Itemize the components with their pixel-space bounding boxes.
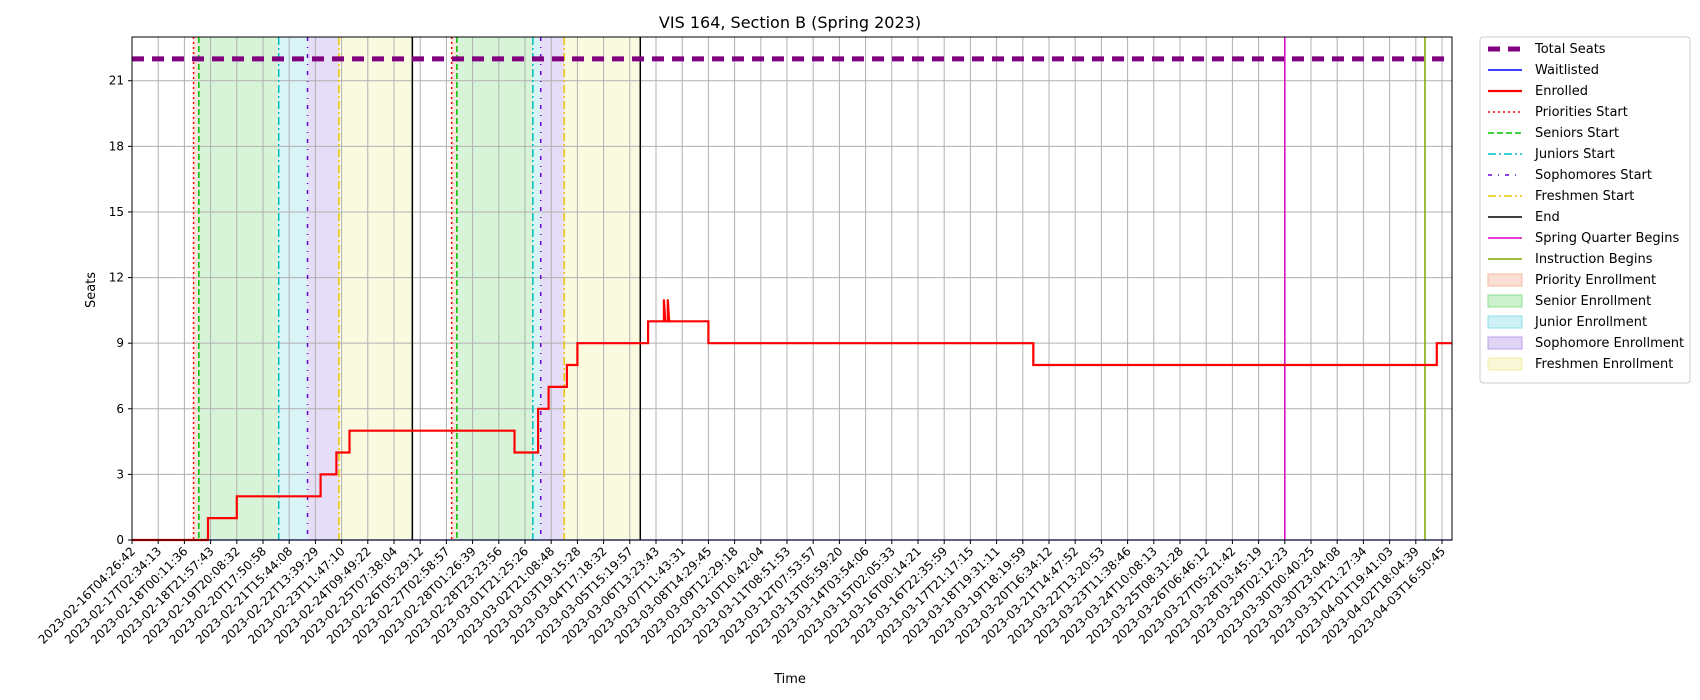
legend-label: Priorities Start xyxy=(1535,105,1628,120)
y-tick-label: 6 xyxy=(116,402,124,416)
legend-label: End xyxy=(1535,210,1560,225)
legend-label: Sophomore Enrollment xyxy=(1535,336,1684,351)
legend-label: Sophomores Start xyxy=(1535,168,1652,183)
legend: Total Seats Waitlisted Enrolled Priorities … xyxy=(1479,36,1691,384)
y-tick-label: 9 xyxy=(116,336,124,350)
axes-frame xyxy=(131,36,1453,541)
legend-label: Priority Enrollment xyxy=(1535,273,1656,288)
sophomore-enrollment-region xyxy=(307,37,339,540)
freshmen-enrollment-region xyxy=(564,37,641,540)
sophomore-enrollment-region xyxy=(540,37,565,540)
legend-label: Enrolled xyxy=(1535,84,1588,99)
junior-enrollment-region xyxy=(532,37,541,540)
legend-swatch xyxy=(1487,357,1523,371)
legend-label: Waitlisted xyxy=(1535,63,1599,78)
legend-box xyxy=(1479,36,1691,384)
chart-title: VIS 164, Section B (Spring 2023) xyxy=(659,13,921,32)
enrolled-series xyxy=(132,299,1453,542)
legend-label: Senior Enrollment xyxy=(1535,294,1651,309)
legend-swatch xyxy=(1487,273,1523,287)
legend-label: Total Seats xyxy=(1534,42,1606,57)
priority-enrollment-region xyxy=(193,37,199,540)
freshmen-enrollment-region xyxy=(338,37,413,540)
legend-label: Freshmen Start xyxy=(1535,189,1634,204)
y-tick-label: 0 xyxy=(116,533,124,547)
legend-swatch xyxy=(1487,294,1523,308)
legend-label: Instruction Begins xyxy=(1535,252,1653,267)
y-tick-label: 21 xyxy=(109,74,124,88)
legend-label: Seniors Start xyxy=(1535,126,1619,141)
y-tick-label: 12 xyxy=(109,271,124,285)
legend-label: Freshmen Enrollment xyxy=(1535,357,1673,372)
y-tick-label: 15 xyxy=(109,205,124,219)
legend-label: Juniors Start xyxy=(1534,147,1615,162)
legend-swatch xyxy=(1487,336,1523,350)
priority-enrollment-region xyxy=(451,37,457,540)
y-tick-label: 3 xyxy=(116,467,124,481)
legend-label: Spring Quarter Begins xyxy=(1535,231,1679,246)
plot-area: 0369121518212023-02-16T04:26:422023-02-1… xyxy=(36,36,1453,647)
legend-label: Junior Enrollment xyxy=(1534,315,1647,330)
junior-enrollment-region xyxy=(278,37,308,540)
legend-swatch xyxy=(1487,315,1523,329)
senior-enrollment-region xyxy=(198,37,279,540)
senior-enrollment-region xyxy=(456,37,533,540)
y-axis-label: Seats xyxy=(84,272,99,308)
x-axis-label: Time xyxy=(773,672,806,687)
y-tick-label: 18 xyxy=(109,139,124,153)
